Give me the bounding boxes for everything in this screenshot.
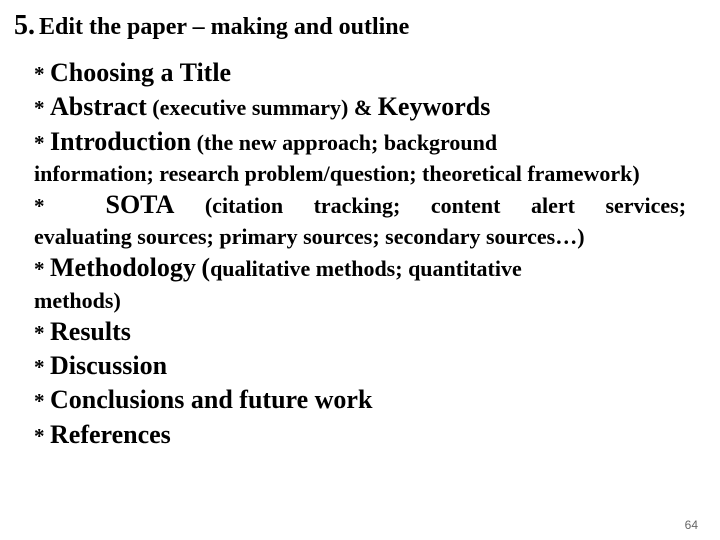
item-conclusions: * Conclusions and future work (34, 383, 686, 417)
item-results: * Results (34, 315, 686, 349)
item-choosing-title: * Choosing a Title (34, 56, 686, 90)
item-introduction-line1: * Introduction (the new approach; backgr… (34, 125, 686, 159)
item-sota-line1: * SOTA (citation tracking; content alert… (34, 188, 686, 222)
item-methodology-line2: methods) (34, 286, 686, 315)
item-abstract: * Abstract (executive summary) & Keyword… (34, 90, 686, 124)
item-discussion: * Discussion (34, 349, 686, 383)
item-sota-line2: evaluating sources; primary sources; sec… (34, 222, 686, 251)
page-number: 64 (685, 518, 698, 532)
item-methodology-line1: * Methodology (qualitative methods; quan… (34, 251, 686, 285)
item-references: * References (34, 418, 686, 452)
item-introduction-line2: information; research problem/question; … (34, 159, 686, 188)
content-body: * Choosing a Title * Abstract (executive… (20, 56, 700, 452)
section-heading: 5. Edit the paper – making and outline (14, 10, 700, 42)
heading-title: Edit the paper – making and outline (39, 14, 409, 40)
heading-number: 5. (14, 10, 35, 41)
